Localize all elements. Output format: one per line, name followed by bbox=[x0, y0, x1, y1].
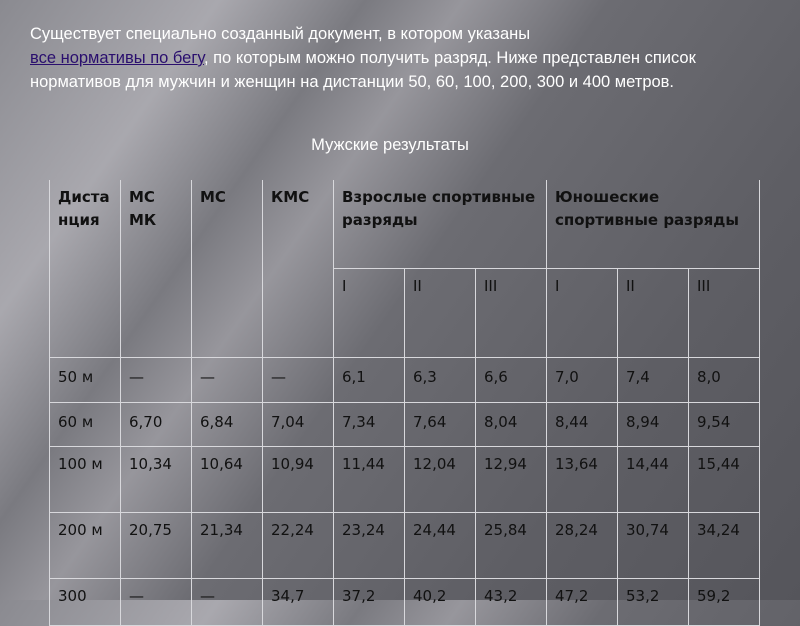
value-cell: 6,84 bbox=[191, 402, 263, 447]
value-cell: 7,34 bbox=[333, 402, 405, 447]
table-row: 300— —34,7 37,2 40,2 43,2 47,2 53,2 59,2 bbox=[49, 578, 760, 626]
value-cell: 13,64 bbox=[546, 446, 618, 513]
table-row: 60 м 6,70 6,84 7,04 7,34 7,64 8,04 8,44 8,94 9,54 bbox=[49, 402, 760, 447]
distance-cell: 100 м bbox=[49, 446, 121, 513]
value-cell: 53,2 bbox=[617, 578, 689, 626]
intro-rest: , по которым можно получить разряд. Ниже… bbox=[30, 49, 696, 91]
value-cell: 6,3 bbox=[404, 357, 476, 403]
table-row: 50 м — — —6,1 6,3 6,6 7,0 7,4 8,0 bbox=[49, 357, 760, 403]
value-cell: 8,04 bbox=[475, 402, 547, 447]
value-cell: 43,2 bbox=[475, 578, 547, 626]
value-cell: 21,34 bbox=[191, 512, 263, 579]
norms-link[interactable]: все нормативы по бегу bbox=[30, 49, 204, 67]
header-ms: МС bbox=[191, 180, 263, 358]
value-cell: 7,4 bbox=[617, 357, 689, 403]
value-cell: 11,44 bbox=[333, 446, 405, 513]
value-cell: 10,34 bbox=[120, 446, 192, 513]
subheader: II bbox=[404, 268, 476, 358]
value-cell: 28,24 bbox=[546, 512, 618, 579]
header-msmk: МС МК bbox=[120, 180, 192, 358]
subheader: II bbox=[617, 268, 689, 358]
value-cell: 30,74 bbox=[617, 512, 689, 579]
value-cell: 8,44 bbox=[546, 402, 618, 447]
value-cell: 10,94 bbox=[262, 446, 334, 513]
intro-line1: Существует специально созданный документ… bbox=[30, 25, 531, 43]
header-distance: Дистанция bbox=[49, 180, 121, 358]
standards-table: Дистанция МС МК МС КМС Взрослые спортивн… bbox=[49, 180, 760, 626]
value-cell: 40,2 bbox=[404, 578, 476, 626]
table-row: 100 м 10,34 10,64 10,94 11,44 12,04 12,94 13,64… bbox=[49, 446, 760, 513]
value-cell: — bbox=[191, 357, 263, 403]
distance-cell: 60 м bbox=[49, 402, 121, 447]
distance-cell: 200 м bbox=[49, 512, 121, 579]
subheader: III bbox=[475, 268, 547, 358]
header-kms: КМС bbox=[262, 180, 334, 358]
value-cell: 7,64 bbox=[404, 402, 476, 447]
value-cell: 34,7 bbox=[262, 578, 334, 626]
value-cell: 9,54 bbox=[688, 402, 760, 447]
subheader: III bbox=[688, 268, 760, 358]
table-caption: Мужские результаты bbox=[311, 136, 469, 154]
value-cell: — bbox=[191, 578, 263, 626]
value-cell: 24,44 bbox=[404, 512, 476, 579]
value-cell: 12,94 bbox=[475, 446, 547, 513]
intro-text: Существует специально созданный документ… bbox=[30, 22, 780, 94]
header-youth: Юношеские спортивные разряды bbox=[546, 180, 760, 269]
distance-cell: 300 bbox=[49, 578, 121, 626]
value-cell: — bbox=[120, 357, 192, 403]
value-cell: — bbox=[262, 357, 334, 403]
value-cell: 20,75 bbox=[120, 512, 192, 579]
subheader: I bbox=[546, 268, 618, 358]
value-cell: 8,94 bbox=[617, 402, 689, 447]
value-cell: 15,44 bbox=[688, 446, 760, 513]
value-cell: 34,24 bbox=[688, 512, 760, 579]
value-cell: 7,0 bbox=[546, 357, 618, 403]
value-cell: 22,24 bbox=[262, 512, 334, 579]
value-cell: 6,6 bbox=[475, 357, 547, 403]
value-cell: 6,70 bbox=[120, 402, 192, 447]
value-cell: 8,0 bbox=[688, 357, 760, 403]
value-cell: 23,24 bbox=[333, 512, 405, 579]
value-cell: 59,2 bbox=[688, 578, 760, 626]
value-cell: 7,04 bbox=[262, 402, 334, 447]
value-cell: 25,84 bbox=[475, 512, 547, 579]
value-cell: 47,2 bbox=[546, 578, 618, 626]
value-cell: 10,64 bbox=[191, 446, 263, 513]
header-adult: Взрослые спортивные разряды bbox=[333, 180, 547, 269]
subheader: I bbox=[333, 268, 405, 358]
value-cell: 14,44 bbox=[617, 446, 689, 513]
value-cell: 6,1 bbox=[333, 357, 405, 403]
value-cell: — bbox=[120, 578, 192, 626]
distance-cell: 50 м bbox=[49, 357, 121, 403]
table-row: 200 м 20,75 21,34 22,24 23,24 24,44 25,84 28,24… bbox=[49, 512, 760, 579]
value-cell: 37,2 bbox=[333, 578, 405, 626]
value-cell: 12,04 bbox=[404, 446, 476, 513]
